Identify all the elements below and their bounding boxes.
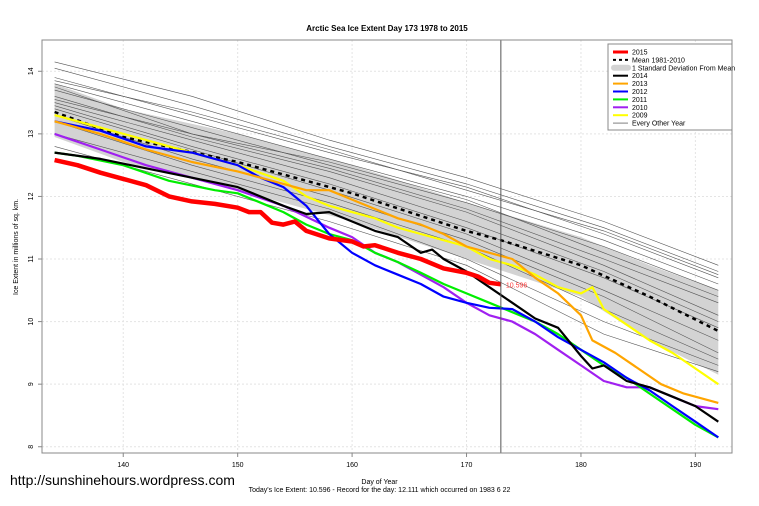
chart-title: Arctic Sea Ice Extent Day 173 1978 to 20…: [306, 24, 468, 33]
x-tick-label: 150: [232, 462, 244, 469]
other-year-line: [54, 105, 719, 329]
watermark: http://sunshinehours.wordpress.com: [10, 472, 235, 488]
legend-label: 2012: [632, 89, 648, 96]
y-tick-label: 12: [28, 192, 35, 200]
other-year-line: [54, 99, 719, 297]
y-axis-label: Ice Extent in millions of sq. km.: [13, 199, 20, 295]
legend-box: [607, 43, 733, 131]
sd-band-area: [54, 83, 719, 375]
legend-label: 2010: [632, 105, 648, 112]
other-year-line: [54, 80, 719, 275]
other-year-line: [54, 121, 719, 360]
x-tick-label: 190: [690, 462, 702, 469]
x-axis-label: Day of Year: [361, 479, 398, 486]
series-line-2013: [54, 120, 719, 404]
other-year-line: [54, 108, 719, 341]
series-line-2015: [54, 157, 502, 287]
y-tick-label: 10: [28, 318, 35, 326]
other-year-line: [54, 86, 719, 304]
other-year-line: [54, 61, 719, 266]
other-year-line: [54, 146, 719, 372]
y-tick-label: 11: [28, 255, 35, 262]
current-value-label: 10.596: [506, 282, 528, 289]
series-lines: [54, 114, 719, 439]
series-line-2009: [54, 114, 719, 386]
chart-subtitle: Today's Ice Extent: 10.596 - Record for …: [248, 487, 511, 494]
x-tick-label: 180: [575, 462, 587, 469]
legend-label: 2011: [632, 97, 647, 104]
legend-label: 2009: [632, 113, 648, 120]
y-tick-label: 13: [28, 130, 35, 138]
legend-label: 2014: [632, 73, 648, 80]
legend-label: 2015: [632, 50, 648, 57]
sd-band: [54, 83, 719, 375]
other-year-line: [54, 96, 719, 316]
series-line-2012: [54, 120, 719, 439]
legend-label: Every Other Year: [632, 121, 686, 128]
other-year-line: [54, 89, 719, 291]
series-line-2010: [54, 132, 719, 411]
legend-swatch: [611, 64, 631, 71]
y-tick-label: 9: [28, 382, 35, 386]
other-year-line: [54, 133, 719, 366]
other-year-line: [54, 83, 719, 285]
legend-label: 1 Standard Deviation From Mean: [632, 65, 735, 72]
legend-label: 2013: [632, 81, 648, 88]
series-line-2014: [54, 151, 719, 423]
other-year-line: [54, 67, 719, 272]
axis-ticks: 140 150 160 170 180 190 8 9 10 11 12 13 14: [28, 67, 701, 469]
plot-frame: [41, 39, 733, 454]
x-tick-label: 140: [117, 462, 129, 469]
y-tick-label: 14: [28, 67, 35, 75]
x-tick-label: 160: [346, 462, 358, 469]
y-tick-label: 8: [28, 445, 35, 449]
x-tick-label: 170: [461, 462, 473, 469]
legend-label: Mean 1981-2010: [632, 57, 685, 64]
other-year-line: [54, 102, 719, 322]
